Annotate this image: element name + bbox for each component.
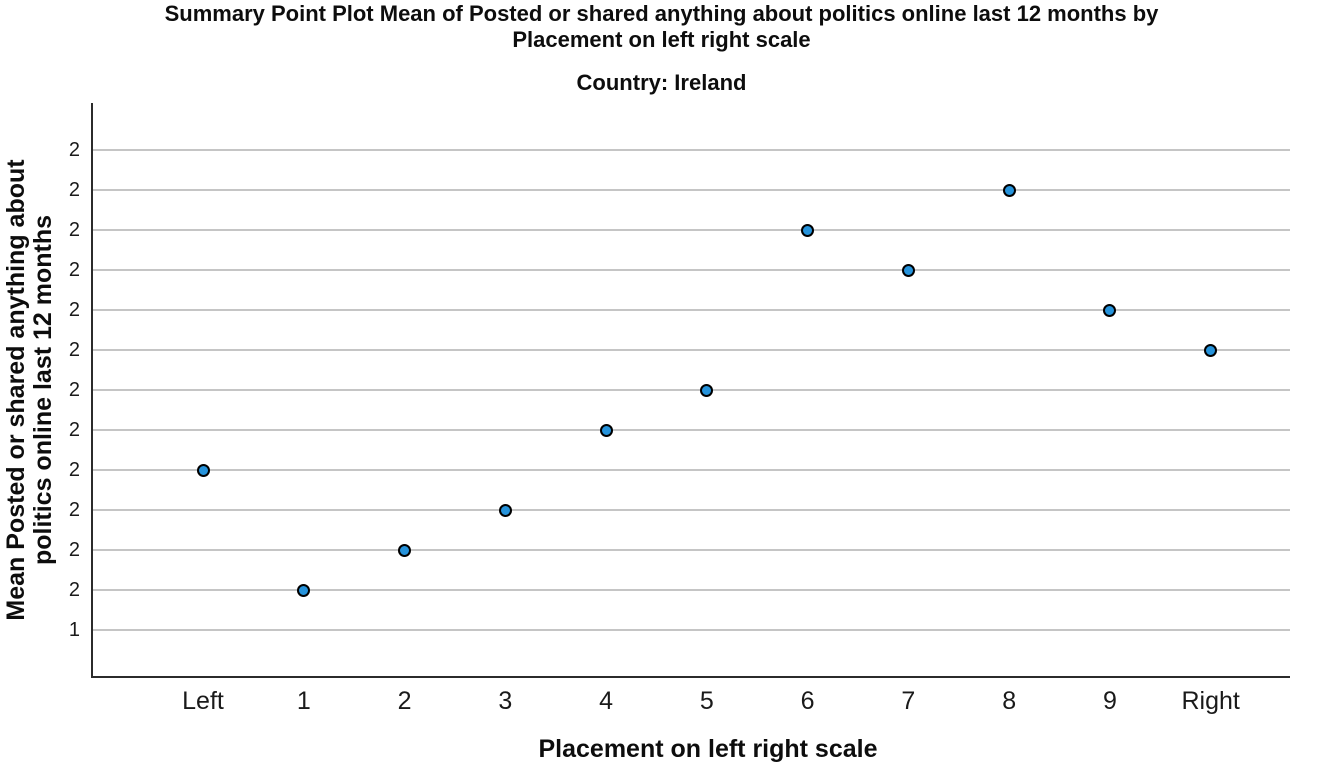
y-tick-label: 2 bbox=[68, 379, 80, 401]
gridline bbox=[93, 269, 1290, 271]
gridline bbox=[93, 309, 1290, 311]
chart-title-line-2: Placement on left right scale bbox=[512, 27, 811, 52]
chart-subtitle: Country: Ireland bbox=[576, 70, 747, 95]
x-tick-label-5: 5 bbox=[699, 687, 714, 715]
y-tick-label: 2 bbox=[68, 539, 80, 561]
gridline bbox=[93, 429, 1290, 431]
y-tick-label: 2 bbox=[68, 499, 80, 521]
data-point-right bbox=[1204, 343, 1218, 357]
x-axis-title: Placement on left right scale bbox=[538, 735, 878, 763]
y-tick-label: 2 bbox=[68, 299, 80, 321]
chart-title-line-1: Summary Point Plot Mean of Posted or sha… bbox=[164, 1, 1159, 26]
x-tick-label-3: 3 bbox=[498, 687, 513, 715]
data-point-2 bbox=[398, 543, 412, 557]
data-point-4 bbox=[599, 423, 613, 437]
x-tick-label-9: 9 bbox=[1102, 687, 1117, 715]
y-tick-label: 2 bbox=[68, 339, 80, 361]
x-tick-label-2: 2 bbox=[397, 687, 412, 715]
gridline bbox=[93, 149, 1290, 151]
x-tick-label-right: Right bbox=[1181, 687, 1240, 715]
data-point-8 bbox=[1002, 183, 1016, 197]
gridline bbox=[93, 589, 1290, 591]
gridline bbox=[93, 549, 1290, 551]
x-tick-label-7: 7 bbox=[901, 687, 916, 715]
data-point-7 bbox=[901, 263, 915, 277]
x-tick-label-8: 8 bbox=[1002, 687, 1017, 715]
gridline bbox=[93, 189, 1290, 191]
y-tick-label: 2 bbox=[68, 419, 80, 441]
y-tick-label: 2 bbox=[68, 259, 80, 281]
chart-title: Summary Point Plot Mean of Posted or sha… bbox=[0, 1, 1323, 53]
gridline bbox=[93, 229, 1290, 231]
y-tick-label: 2 bbox=[68, 579, 80, 601]
data-point-left bbox=[196, 463, 210, 477]
data-point-3 bbox=[498, 503, 512, 517]
x-tick-label-4: 4 bbox=[599, 687, 614, 715]
y-tick-label: 1 bbox=[68, 619, 80, 641]
data-point-5 bbox=[700, 383, 714, 397]
data-point-1 bbox=[297, 583, 311, 597]
gridline bbox=[93, 629, 1290, 631]
plot-area bbox=[91, 103, 1290, 678]
y-tick-label: 2 bbox=[68, 459, 80, 481]
y-tick-label: 2 bbox=[68, 179, 80, 201]
x-tick-label-6: 6 bbox=[800, 687, 815, 715]
y-tick-label: 2 bbox=[68, 219, 80, 241]
gridline bbox=[93, 469, 1290, 471]
data-point-6 bbox=[801, 223, 815, 237]
x-tick-label-left: Left bbox=[182, 687, 224, 715]
data-point-9 bbox=[1103, 303, 1117, 317]
x-tick-label-1: 1 bbox=[296, 687, 311, 715]
gridline bbox=[93, 349, 1290, 351]
gridline bbox=[93, 389, 1290, 391]
gridline bbox=[93, 509, 1290, 511]
y-tick-label: 2 bbox=[68, 139, 80, 161]
